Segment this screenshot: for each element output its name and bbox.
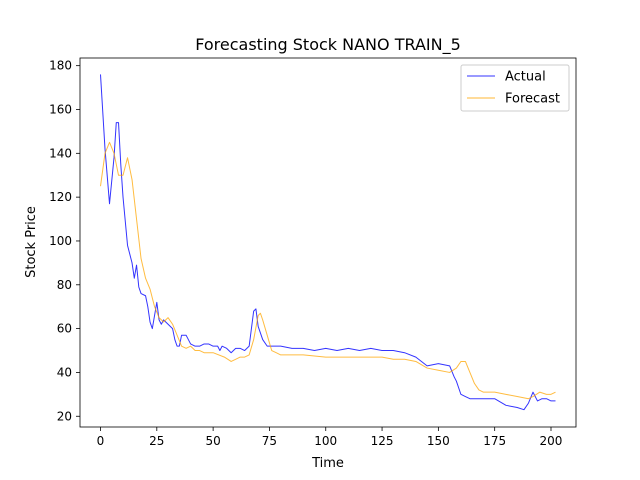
- x-tick-label: 25: [149, 434, 164, 448]
- x-tick-label: 50: [205, 434, 220, 448]
- y-tick-label: 80: [57, 278, 72, 292]
- y-tick-label: 60: [57, 322, 72, 336]
- x-tick-label: 100: [314, 434, 337, 448]
- series-line-forecast: [100, 141, 556, 400]
- x-tick-label: 175: [483, 434, 506, 448]
- y-tick-label: 100: [49, 234, 72, 248]
- y-axis-label: Stock Price: [24, 206, 39, 278]
- x-axis-ticks: 0 25 50 75 100 125 150 175 200: [97, 427, 563, 448]
- plot-frame: [79, 57, 577, 428]
- series-line-actual: [100, 74, 556, 411]
- y-tick-label: 160: [49, 102, 72, 116]
- x-tick-label: 0: [97, 434, 105, 448]
- chart-title: Forecasting Stock NANO TRAIN_5: [195, 35, 461, 55]
- legend-label-forecast: Forecast: [505, 92, 560, 107]
- legend: Actual Forecast: [460, 64, 570, 112]
- y-tick-label: 20: [57, 409, 72, 423]
- legend-label-actual: Actual: [505, 70, 546, 85]
- y-tick-label: 140: [49, 146, 72, 160]
- x-axis-label: Time: [311, 456, 344, 471]
- x-tick-label: 150: [427, 434, 450, 448]
- y-tick-label: 40: [57, 365, 72, 379]
- x-tick-label: 125: [371, 434, 394, 448]
- x-tick-label: 200: [540, 434, 563, 448]
- x-tick-label: 75: [262, 434, 277, 448]
- y-tick-label: 120: [49, 190, 72, 204]
- y-tick-label: 180: [49, 59, 72, 73]
- y-axis-ticks: 20 40 60 80 100 120 140 160 180: [49, 59, 80, 423]
- plot-content: [100, 74, 556, 411]
